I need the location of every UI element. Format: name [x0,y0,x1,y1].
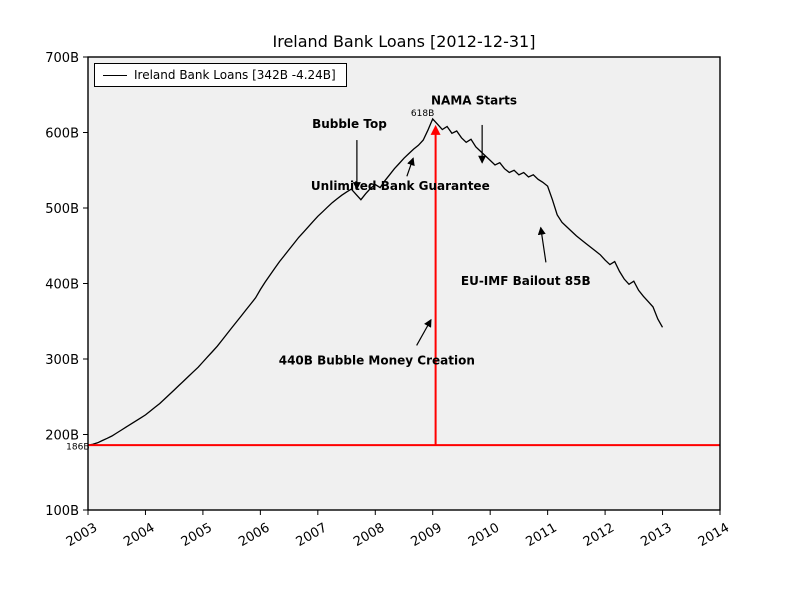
bubble-money-label: 440B Bubble Money Creation [279,353,475,367]
y-tick-label: 500B [45,202,79,217]
legend: Ireland Bank Loans [342B -4.24B] [94,63,347,87]
x-tick-label: 2006 [236,520,272,550]
loans-line [87,117,664,446]
y-tick-label: 300B [45,353,79,368]
x-tick-label: 2013 [638,520,674,550]
bubble-top-label: Bubble Top [312,117,387,131]
eu-imf-bailout-arrow [537,226,547,263]
x-tick-label: 2005 [179,520,215,550]
x-tick-label: 2009 [409,520,445,550]
base-value-label: 186B [66,443,89,453]
x-tick-label: 2011 [523,520,559,550]
series-layer [87,117,664,446]
red-marker-layer [88,124,720,447]
annotation-arrows-layer [352,124,547,346]
x-tick-label: 2012 [581,520,617,550]
y-tick-label: 400B [45,278,79,293]
annotations-layer: Bubble Top NAMA Starts Unlimited Bank Guar… [66,94,590,453]
eu-imf-bailout-label: EU-IMF Bailout 85B [461,274,591,288]
y-tick-label: 200B [45,429,79,444]
x-tick-label: 2008 [351,520,387,550]
x-tick-label: 2010 [466,520,502,550]
y-tick-label: 700B [45,51,79,66]
unlimited-guarantee-label: Unlimited Bank Guarantee [311,179,490,193]
x-tick-label: 2014 [696,520,732,550]
x-tick-label: 2003 [64,520,100,550]
legend-line-sample [103,74,127,76]
y-tick-label: 600B [45,127,79,142]
bubble-money-arrow [416,318,432,346]
y-tick-label: 100B [45,504,79,519]
chart-title: Ireland Bank Loans [2012-12-31] [273,32,536,51]
x-tick-label: 2004 [121,520,157,550]
peak-value-label: 618B [411,109,434,119]
plot-area [88,57,720,510]
unlimited-guarantee-arrow [406,157,415,177]
nama-starts-label: NAMA Starts [431,94,517,108]
legend-label: Ireland Bank Loans [342B -4.24B] [134,68,336,82]
axes-border [87,56,721,511]
x-tick-label: 2007 [294,520,330,550]
